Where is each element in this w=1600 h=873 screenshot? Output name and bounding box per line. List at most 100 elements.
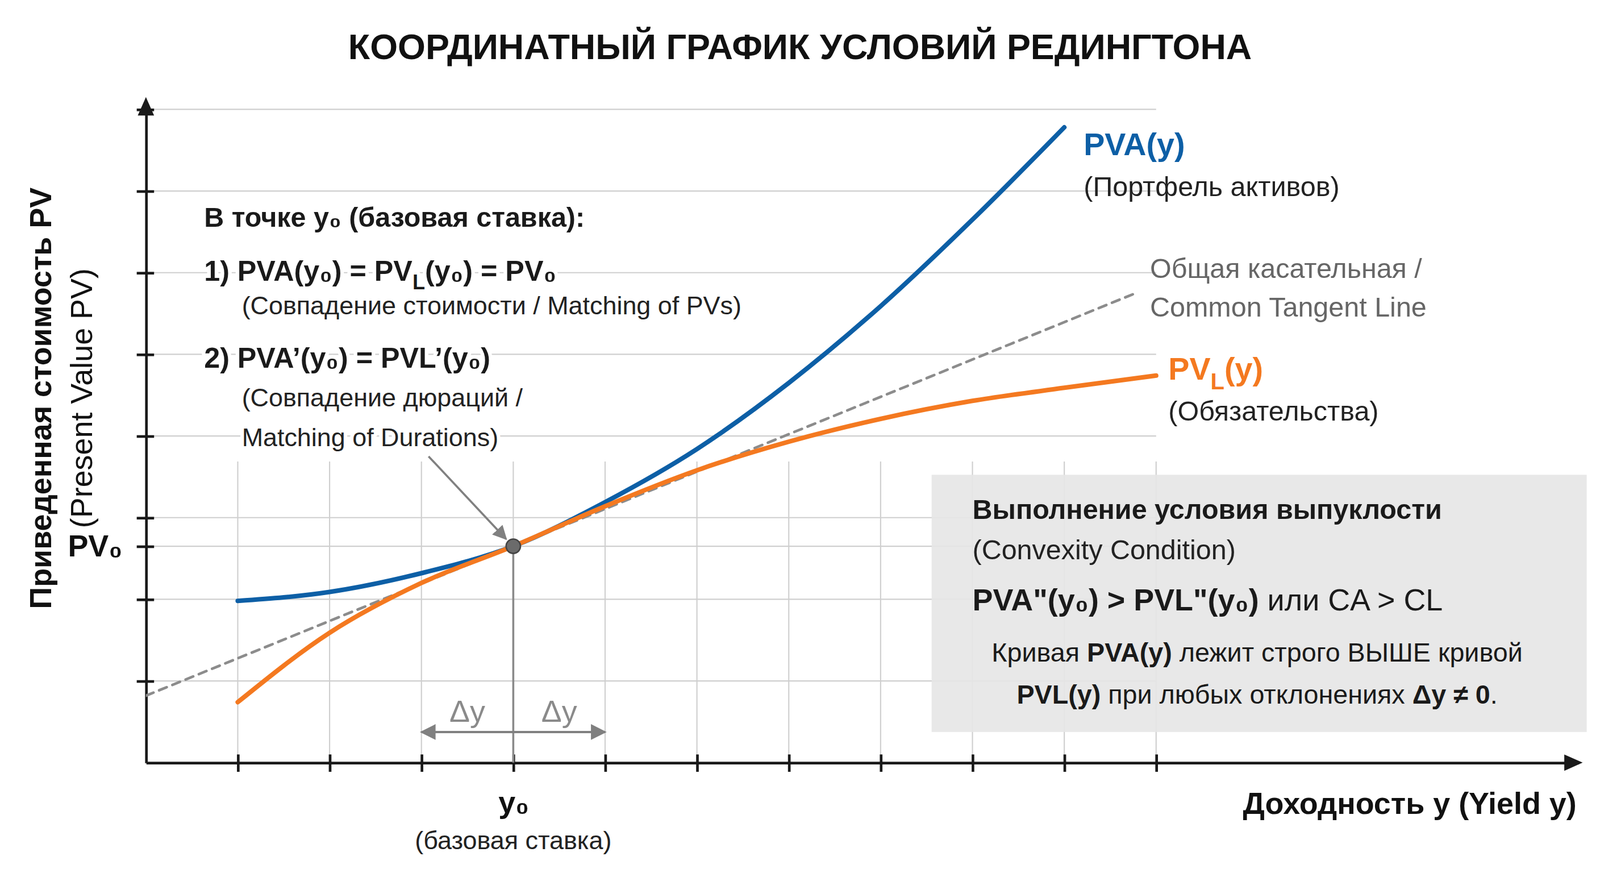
condition-note: Matching of Durations)	[242, 422, 499, 452]
y-tick: PV₀	[67, 528, 154, 563]
y-tick	[136, 517, 155, 519]
delta-arrow	[421, 730, 514, 733]
y-axis-title: (Present Value PV)	[64, 268, 99, 528]
convexity-subheading: (Convexity Condition)	[972, 534, 1236, 565]
series-label: Common Tangent Line	[1150, 291, 1427, 323]
x-tick	[421, 753, 423, 772]
x-tick-label: y₀	[498, 784, 529, 819]
series-label: Общая касательная /	[1150, 252, 1423, 284]
x-tick: y₀	[498, 753, 529, 819]
text-part: Δy ≠ 0	[1412, 679, 1491, 710]
text-part: Кривая	[991, 637, 1087, 668]
x-tick-mark	[604, 753, 608, 772]
x-tick	[788, 753, 790, 772]
y-tick	[136, 435, 155, 437]
box	[931, 474, 1587, 732]
grid-line	[236, 461, 239, 763]
grid-line	[146, 108, 1157, 110]
x-axis-line	[146, 761, 1579, 765]
y-tick-mark	[136, 353, 155, 357]
condition-formula: 2) PVA’(y₀) = PVL’(y₀)	[203, 341, 491, 374]
text-part: PVL(y)	[1016, 679, 1101, 710]
x-tick	[1064, 753, 1066, 772]
text-part: PVA(y)	[1086, 637, 1173, 668]
pointer-arrow	[428, 456, 506, 539]
conditions-heading: В точке y₀ (базовая ставка):	[203, 201, 585, 233]
grid-line	[880, 461, 882, 763]
y-axis-title: Приведенная стоимость PV	[23, 187, 58, 610]
x-tick-mark	[1155, 753, 1158, 772]
convexity-formula: PVA"(y₀) > PVL"(y₀) или CA > CL	[972, 582, 1444, 617]
y-tick	[136, 680, 155, 682]
y-tick-mark	[136, 598, 155, 602]
y-axis-arrow	[137, 97, 154, 116]
y-tick-mark	[136, 516, 155, 520]
series-line	[237, 375, 1156, 703]
x-tick-mark	[1063, 753, 1067, 772]
grid-line	[696, 461, 698, 763]
conditions: В точке y₀ (базовая ставка): 1) PVA(y₀) =…	[203, 201, 742, 452]
y-tick	[136, 353, 155, 356]
y-tick-mark	[136, 190, 155, 194]
text-part: (y₀) = PV₀	[425, 254, 557, 287]
x-tick	[972, 753, 974, 772]
x-tick-mark	[420, 753, 424, 772]
condition-note: (Совпадение стоимости / Matching of PVs)	[242, 290, 742, 320]
x-tick-mark	[236, 753, 240, 772]
condition-note: (Совпадение дюраций /	[242, 382, 524, 412]
y-tick-mark	[136, 271, 155, 275]
text-part: L	[1210, 368, 1225, 394]
text-part: или CA > CL	[1259, 582, 1444, 617]
text-part: PV	[1168, 351, 1211, 387]
chart: КООРДИНАТНЫЙ ГРАФИК УСЛОВИЙ РЕДИНГТОНА Пр…	[0, 0, 1600, 873]
grid-line	[788, 461, 790, 763]
x-tick	[697, 753, 699, 772]
series-description: (Портфель активов)	[1083, 171, 1340, 202]
x-tick	[329, 753, 331, 772]
text-part: PVA"(y₀) > PVL"(y₀)	[972, 582, 1260, 617]
x-tick	[605, 753, 607, 772]
grid-line	[512, 461, 514, 763]
y-axis: PV₀	[67, 101, 154, 764]
y-tick-label: PV₀	[67, 528, 123, 563]
delta-arrow	[513, 730, 606, 733]
x-tick	[1156, 753, 1158, 772]
x-tick-mark	[328, 753, 332, 772]
text-part: .	[1490, 679, 1498, 710]
text-part: L	[412, 270, 425, 294]
series-label: PVL(y)	[1168, 351, 1264, 394]
convexity-statement: PVL(y) при любых отклонениях Δy ≠ 0.	[1016, 679, 1498, 710]
x-axis-arrow	[1564, 753, 1583, 771]
delta-label: Δy	[541, 693, 578, 728]
condition-formula: 1) PVA(y₀) = PVL(y₀) = PV₀	[203, 254, 557, 294]
x-tick-mark	[788, 753, 791, 772]
x-tick-mark	[696, 753, 699, 772]
convexity-box: Выполнение условия выпуклости (Convexity …	[931, 474, 1587, 732]
y-tick	[136, 598, 155, 600]
delta-label: Δy	[449, 693, 486, 728]
text-part: 1) PVA(y₀) = PV	[203, 254, 413, 287]
y-tick-mark	[136, 435, 155, 439]
text-part: 2) PVA’(y₀) = PVL’(y₀)	[203, 341, 491, 374]
x-tick	[880, 753, 882, 772]
convexity-statement: Кривая PVA(y) лежит строго ВЫШЕ кривой	[991, 637, 1523, 668]
x-tick-note: (базовая ставка)	[414, 825, 612, 855]
x-tick-mark	[971, 753, 975, 772]
matching-point	[506, 538, 521, 553]
series-label: PVA(y)	[1083, 126, 1185, 162]
title: КООРДИНАТНЫЙ ГРАФИК УСЛОВИЙ РЕДИНГТОНА	[348, 26, 1252, 67]
y-tick-mark	[136, 545, 155, 549]
series-line	[146, 292, 1139, 696]
text-part: лежит строго ВЫШЕ кривой	[1172, 637, 1523, 668]
y-tick	[136, 190, 155, 193]
grid	[146, 109, 1157, 762]
text-part: (y)	[1224, 351, 1264, 387]
grid-line	[328, 461, 331, 763]
x-tick	[237, 753, 239, 772]
convexity-heading: Выполнение условия выпуклости	[972, 493, 1443, 525]
y-axis-line	[144, 101, 148, 764]
y-tick-mark	[136, 680, 155, 683]
base-rate-line	[512, 546, 515, 763]
y-tick	[136, 272, 155, 274]
plot-area	[146, 127, 1157, 702]
